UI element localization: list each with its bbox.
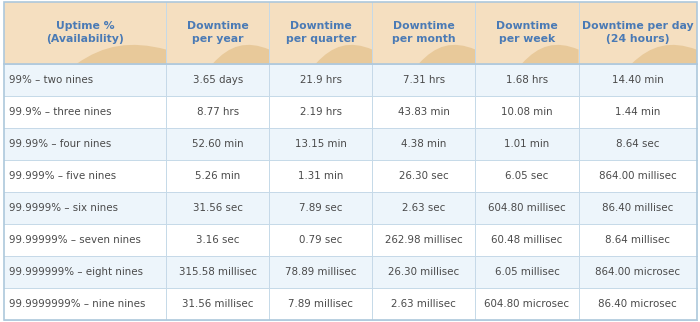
Text: 0.79 sec: 0.79 sec	[299, 235, 342, 245]
Text: 7.31 hrs: 7.31 hrs	[403, 75, 445, 85]
Text: 99.9% – three nines: 99.9% – three nines	[9, 107, 111, 117]
Text: 43.83 min: 43.83 min	[398, 107, 450, 117]
Text: 262.98 millisec: 262.98 millisec	[385, 235, 463, 245]
Bar	[4, 224, 696, 256]
Text: 4.38 min: 4.38 min	[401, 139, 447, 149]
PathPatch shape	[316, 45, 372, 64]
PathPatch shape	[522, 45, 578, 64]
Text: 1.44 min: 1.44 min	[615, 107, 660, 117]
Text: 864.00 microsec: 864.00 microsec	[595, 267, 680, 277]
Text: 99.99% – four nines: 99.99% – four nines	[9, 139, 111, 149]
PathPatch shape	[77, 45, 167, 64]
Text: 7.89 millisec: 7.89 millisec	[288, 299, 354, 309]
Text: 60.48 millisec: 60.48 millisec	[491, 235, 563, 245]
Text: 52.60 min: 52.60 min	[192, 139, 244, 149]
PathPatch shape	[631, 45, 696, 64]
Text: 99.999% – five nines: 99.999% – five nines	[9, 171, 116, 181]
Text: 86.40 millisec: 86.40 millisec	[602, 203, 673, 213]
Text: 1.01 min: 1.01 min	[505, 139, 550, 149]
Bar	[4, 192, 696, 224]
Text: Downtime
per year: Downtime per year	[187, 21, 248, 44]
Text: 99.9999999% – nine nines: 99.9999999% – nine nines	[9, 299, 146, 309]
Text: 99.999999% – eight nines: 99.999999% – eight nines	[9, 267, 143, 277]
Text: 99% – two nines: 99% – two nines	[9, 75, 93, 85]
Text: 26.30 sec: 26.30 sec	[399, 171, 449, 181]
Text: 604.80 microsec: 604.80 microsec	[484, 299, 570, 309]
PathPatch shape	[419, 45, 475, 64]
Text: 26.30 millisec: 26.30 millisec	[389, 267, 460, 277]
Text: 3.16 sec: 3.16 sec	[196, 235, 239, 245]
Text: 6.05 millisec: 6.05 millisec	[494, 267, 559, 277]
Bar	[4, 256, 696, 288]
Text: 1.31 min: 1.31 min	[298, 171, 344, 181]
Text: Downtime
per month: Downtime per month	[392, 21, 456, 44]
Bar	[4, 160, 696, 192]
Text: 1.68 hrs: 1.68 hrs	[506, 75, 548, 85]
Text: Uptime %
(Availability): Uptime % (Availability)	[46, 21, 124, 44]
Text: 2.63 sec: 2.63 sec	[402, 203, 446, 213]
Text: 78.89 millisec: 78.89 millisec	[285, 267, 356, 277]
Text: 99.9999% – six nines: 99.9999% – six nines	[9, 203, 118, 213]
Text: 315.58 millisec: 315.58 millisec	[178, 267, 257, 277]
Bar	[4, 64, 696, 96]
Text: 7.89 sec: 7.89 sec	[299, 203, 342, 213]
Text: 3.65 days: 3.65 days	[193, 75, 243, 85]
Text: 13.15 min: 13.15 min	[295, 139, 346, 149]
Text: 99.99999% – seven nines: 99.99999% – seven nines	[9, 235, 141, 245]
Text: 604.80 millisec: 604.80 millisec	[488, 203, 566, 213]
Text: 5.26 min: 5.26 min	[195, 171, 240, 181]
PathPatch shape	[213, 45, 270, 64]
Text: Downtime
per week: Downtime per week	[496, 21, 558, 44]
Bar	[4, 288, 696, 320]
Text: Downtime per day
(24 hours): Downtime per day (24 hours)	[582, 21, 693, 44]
Text: 8.77 hrs: 8.77 hrs	[197, 107, 239, 117]
Text: 2.63 millisec: 2.63 millisec	[391, 299, 456, 309]
Text: 8.64 millisec: 8.64 millisec	[605, 235, 670, 245]
Bar	[4, 2, 696, 64]
Text: 21.9 hrs: 21.9 hrs	[300, 75, 342, 85]
Text: 31.56 millisec: 31.56 millisec	[182, 299, 253, 309]
Text: Downtime
per quarter: Downtime per quarter	[286, 21, 356, 44]
Bar	[4, 128, 696, 160]
Text: 14.40 min: 14.40 min	[612, 75, 664, 85]
Text: 10.08 min: 10.08 min	[501, 107, 553, 117]
Text: 8.64 sec: 8.64 sec	[616, 139, 659, 149]
Bar	[4, 96, 696, 128]
Text: 6.05 sec: 6.05 sec	[505, 171, 549, 181]
Text: 2.19 hrs: 2.19 hrs	[300, 107, 342, 117]
Text: 86.40 microsec: 86.40 microsec	[598, 299, 677, 309]
Text: 31.56 sec: 31.56 sec	[193, 203, 243, 213]
Text: 864.00 millisec: 864.00 millisec	[598, 171, 676, 181]
